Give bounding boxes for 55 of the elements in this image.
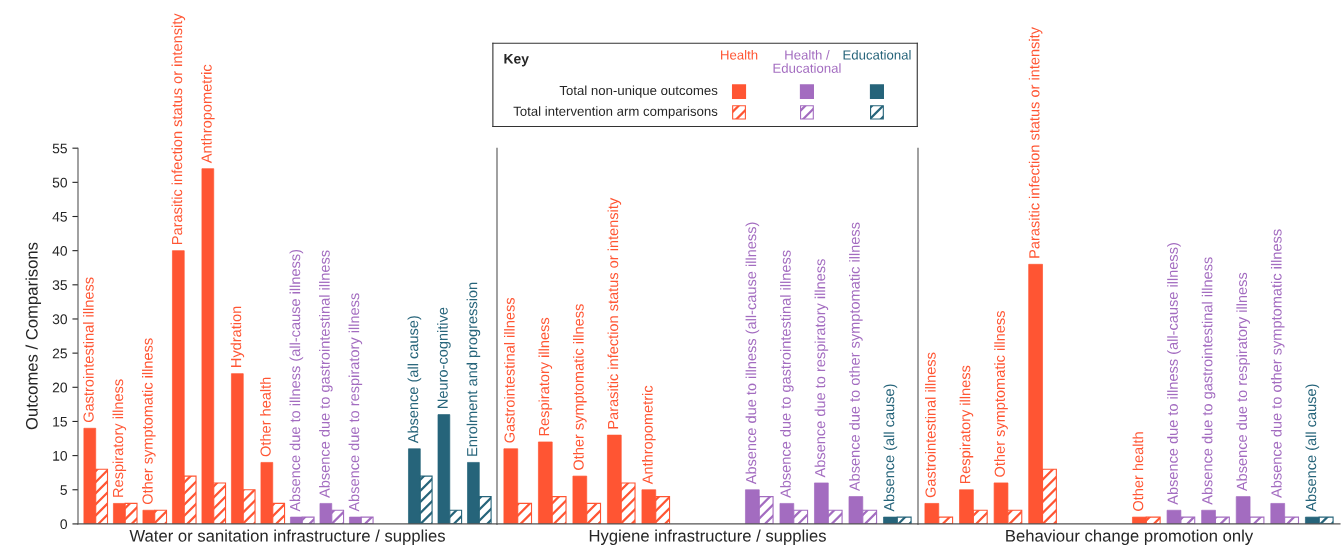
x-tick-label: Absence due to illness (all-cause illness) — [745, 222, 760, 485]
x-tick-label: Other symptomatic illness — [573, 304, 587, 470]
y-tick-label: 15 — [53, 416, 67, 427]
x-axis-title: Hygiene infrastructure / supplies — [589, 529, 826, 546]
x-tick-label: Neuro-cognitive — [437, 307, 451, 408]
x-tick-label: Respiratory illness — [959, 365, 974, 484]
x-tick-label: Other symptomatic illness — [142, 338, 156, 505]
text: Educational — [843, 49, 911, 60]
x-tick-label: Parasitic infection status or intensity — [607, 197, 622, 429]
legend-label: Total non-unique outcomes — [559, 85, 718, 98]
x-tick-label: Absence (all cause) — [407, 316, 422, 444]
x-tick-label: Absence (all cause) — [883, 384, 898, 512]
y-tick-label: 45 — [52, 211, 67, 222]
x-tick-label: Absence due to gastrointestinal illness — [1201, 257, 1216, 505]
x-tick-label: Anthropometric — [642, 385, 656, 485]
x-axis-title: Behaviour change promotion only — [1006, 529, 1254, 546]
x-tick-label: Other health — [260, 377, 271, 457]
x-tick-label: Absence due to illness (all-cause illness) — [289, 249, 304, 512]
x-tick-label: Anthropometric — [201, 64, 215, 164]
y-tick-label: 5 — [60, 485, 67, 495]
x-tick-label: Respiratory illness — [538, 317, 553, 436]
x-tick-label: Absence due to gastrointestinal illness — [780, 250, 794, 498]
x-tick-label: Other symptomatic illness — [994, 311, 1008, 477]
x-tick-label: Absence due to other symptomatic illness — [849, 222, 863, 492]
x-tick-label: Parasitic infection status or intensity — [1028, 27, 1043, 258]
y-tick-label: 0 — [60, 519, 68, 530]
y-tick-label: 20 — [52, 382, 68, 393]
x-tick-label: Gastrointestinal illness — [925, 352, 936, 498]
x-tick-label: Absence due to respiratory illness — [348, 293, 363, 512]
x-tick-label: Enrolment and progression — [466, 282, 481, 456]
text: Health — [721, 49, 758, 60]
y-tick-label: 10 — [53, 450, 68, 461]
x-tick-label: Absence due to respiratory illness — [1236, 272, 1250, 492]
x-tick-label: Other health — [1132, 432, 1144, 511]
y-tick-label: 30 — [52, 314, 68, 325]
text: Health / Educational — [773, 49, 841, 73]
x-tick-label: Absence due to respiratory illness — [814, 259, 829, 478]
x-tick-label: Absence due to other symptomatic illness — [1270, 229, 1285, 498]
y-tick-label: 50 — [52, 177, 68, 188]
y-tick-label: 35 — [52, 280, 67, 290]
x-tick-label: Gastrointestinal illness — [504, 297, 515, 443]
y-tick-label: 25 — [52, 348, 67, 359]
legend-label: Total intervention arm comparisons — [513, 106, 718, 119]
y-tick-label: 40 — [52, 245, 68, 256]
x-tick-label: Hydration — [230, 306, 245, 367]
x-tick-label: Parasitic infection status or intensity — [171, 13, 186, 244]
x-tick-label: Absence (all cause) — [1305, 384, 1320, 512]
legend-title: Key — [504, 53, 529, 67]
y-axis-title: Outcomes / Comparisons — [25, 242, 42, 430]
x-tick-label: Gastrointestinal illness — [83, 277, 94, 423]
x-tick-label: Absence due to gastrointestinal illness — [319, 250, 333, 498]
y-tick-label: 55 — [52, 143, 67, 154]
x-tick-label: Respiratory illness — [112, 379, 127, 497]
x-axis-title: Water or sanitation infrastructure / supplies — [129, 529, 445, 546]
x-tick-label: Absence due to illness (all-cause illness) — [1167, 243, 1181, 505]
